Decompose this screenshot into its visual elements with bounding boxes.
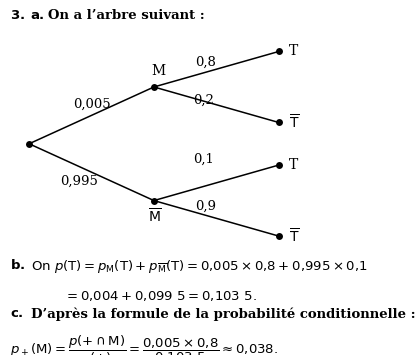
Text: $\mathbf{a.}$: $\mathbf{a.}$ (30, 9, 45, 22)
Text: $\overline{\mathsf{T}}$: $\overline{\mathsf{T}}$ (289, 113, 300, 132)
Text: 0,2: 0,2 (193, 94, 214, 106)
Text: M: M (152, 64, 166, 78)
Text: On $p\mathrm{(T)} = p_\mathrm{M}\mathrm{(T)} + p_{\overline{\mathrm{M}}}\mathrm{: On $p\mathrm{(T)} = p_\mathrm{M}\mathrm{… (31, 258, 368, 275)
Text: 0,8: 0,8 (196, 55, 216, 68)
Text: 0,1: 0,1 (193, 153, 214, 165)
Text: 0,995: 0,995 (60, 175, 98, 187)
Text: $\overline{\mathsf{M}}$: $\overline{\mathsf{M}}$ (148, 207, 162, 226)
Text: 0,9: 0,9 (196, 200, 216, 213)
Text: $p_+\mathrm{(M)} = \dfrac{p(+\cap \mathrm{M})}{p(+)} = \dfrac{0{,}005 \times 0{,: $p_+\mathrm{(M)} = \dfrac{p(+\cap \mathr… (10, 334, 279, 355)
Text: On a l’arbre suivant :: On a l’arbre suivant : (48, 9, 205, 22)
Text: T: T (289, 158, 298, 172)
Text: $\overline{\mathsf{T}}$: $\overline{\mathsf{T}}$ (289, 227, 300, 245)
Text: $\mathbf{3.}$: $\mathbf{3.}$ (10, 9, 25, 22)
Text: $\mathbf{b.}$: $\mathbf{b.}$ (10, 258, 26, 272)
Text: $= 0{,}004 + 0{,}099\ 5 = 0{,}103\ 5.$: $= 0{,}004 + 0{,}099\ 5 = 0{,}103\ 5.$ (64, 289, 257, 302)
Text: 0,005: 0,005 (73, 98, 110, 111)
Text: D’après la formule de la probabilité conditionnelle :: D’après la formule de la probabilité con… (31, 307, 416, 321)
Text: $\mathbf{c.}$: $\mathbf{c.}$ (10, 307, 24, 320)
Text: T: T (289, 44, 298, 59)
